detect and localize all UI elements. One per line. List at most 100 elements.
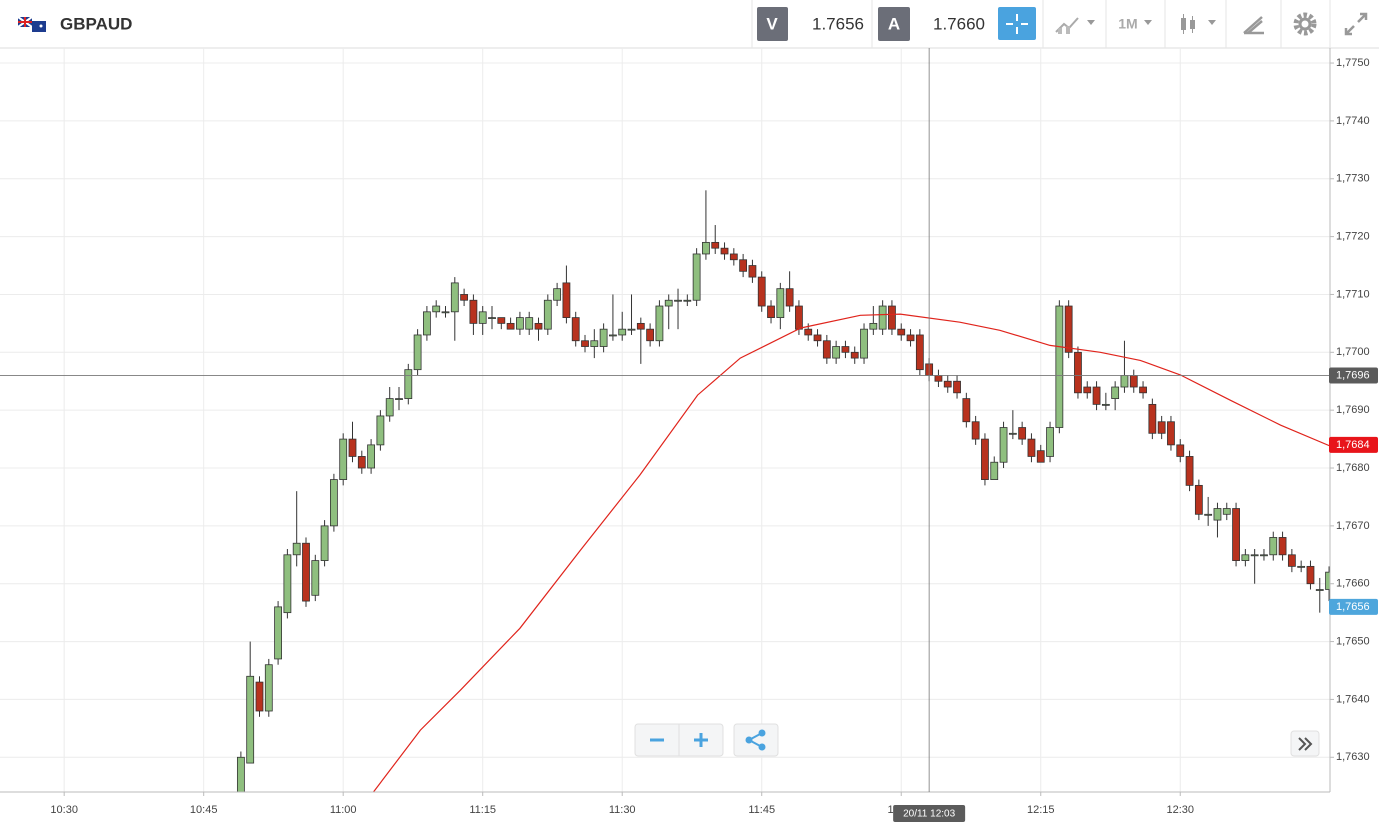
y-tick-label: 1,7740 xyxy=(1336,115,1370,127)
settings-button[interactable] xyxy=(1293,12,1317,36)
grid xyxy=(0,48,1330,792)
candle-body xyxy=(1213,508,1222,521)
price-tag-label: 1,7684 xyxy=(1336,439,1370,451)
x-tick-label: 11:00 xyxy=(330,804,357,816)
ask-label: A xyxy=(888,14,900,33)
y-tick-label: 1,7750 xyxy=(1336,57,1370,69)
candle-body xyxy=(357,456,366,469)
candle-body xyxy=(450,282,459,313)
candle-body xyxy=(906,334,915,342)
candle-body xyxy=(878,305,887,330)
candle-body xyxy=(1222,508,1231,515)
price-tag xyxy=(1329,436,1378,453)
candle-body xyxy=(1129,375,1138,388)
candle-body xyxy=(702,241,710,255)
candle-body xyxy=(1064,305,1073,353)
candle-body xyxy=(441,311,450,314)
candle-body xyxy=(1269,537,1278,556)
candle-body xyxy=(376,415,385,446)
candle-body xyxy=(720,247,729,255)
flag xyxy=(17,16,46,32)
candle-body xyxy=(469,299,478,324)
candle-body xyxy=(646,328,655,342)
indicator-button[interactable] xyxy=(1055,17,1095,34)
candle-body xyxy=(627,328,636,331)
y-tick-label: 1,7660 xyxy=(1336,578,1370,590)
crosshair-x-label: 20/11 12:03 xyxy=(903,809,956,820)
candle-body xyxy=(395,398,403,400)
expand-button[interactable] xyxy=(1344,12,1368,36)
candle-body xyxy=(1083,386,1092,394)
toolbar-bg xyxy=(0,0,1379,48)
candle-body xyxy=(776,288,785,318)
candle-body xyxy=(1111,386,1120,399)
bid-price[interactable]: 1.7656 xyxy=(812,14,864,33)
price-tag-label: 1,7696 xyxy=(1336,369,1370,381)
x-tick-label: 11:45 xyxy=(748,804,775,816)
candle-body xyxy=(246,675,255,764)
candle-body xyxy=(1194,484,1203,515)
candle-body xyxy=(562,282,571,318)
candle-body xyxy=(283,554,292,614)
zoom-in[interactable] xyxy=(694,733,708,747)
candle-body xyxy=(999,427,1008,463)
candle-body xyxy=(543,299,552,330)
candle-body xyxy=(329,479,338,527)
candle-body xyxy=(1055,305,1064,428)
candle-body xyxy=(664,299,673,307)
candle-body xyxy=(236,756,245,792)
candle-body xyxy=(1139,386,1147,394)
y-tick-label: 1,7700 xyxy=(1336,346,1370,358)
candle-body xyxy=(785,288,794,307)
candle-body xyxy=(292,542,301,556)
ask-price[interactable]: 1.7660 xyxy=(933,14,985,33)
candle-body xyxy=(1232,508,1240,561)
price-tag-label: 1,7656 xyxy=(1336,601,1370,613)
candle-body xyxy=(1185,456,1194,486)
chart-type-button[interactable] xyxy=(1181,14,1216,34)
candle-body xyxy=(460,294,469,301)
candle-body xyxy=(1241,554,1250,561)
bid-badge xyxy=(757,7,788,41)
candle-body xyxy=(516,317,524,330)
candle-body xyxy=(609,334,617,337)
candle-body xyxy=(636,322,645,330)
y-tick-label: 1,7670 xyxy=(1336,520,1370,532)
candle-body xyxy=(822,340,831,359)
share-button[interactable] xyxy=(733,723,779,757)
draw-button[interactable] xyxy=(1243,16,1264,35)
candle-body xyxy=(1287,554,1296,567)
timeframe[interactable]: 1M xyxy=(1118,16,1137,32)
symbol: GBPAUD xyxy=(60,14,132,33)
candle-body xyxy=(1046,427,1054,457)
crosshair-button[interactable] xyxy=(998,7,1036,40)
candle-body xyxy=(683,299,692,302)
candle-body xyxy=(1278,537,1287,556)
x-tick-label: 12:30 xyxy=(1166,804,1194,816)
candle-body xyxy=(897,328,906,336)
candle-body xyxy=(757,276,766,307)
candle-body xyxy=(888,305,896,330)
candle-body xyxy=(618,328,627,336)
candle-body xyxy=(981,438,989,480)
candle-body xyxy=(1306,565,1315,585)
x-tick-label: 10:30 xyxy=(50,804,78,816)
candle-body xyxy=(729,253,738,261)
y-tick-label: 1,7650 xyxy=(1336,635,1370,647)
candle-body xyxy=(478,311,487,324)
crosshair-x-tag xyxy=(893,805,966,822)
candle-body xyxy=(534,322,543,330)
candle-body xyxy=(832,346,841,359)
candle-body xyxy=(581,340,589,347)
y-tick-label: 1,7690 xyxy=(1336,404,1370,416)
y-tick-label: 1,7640 xyxy=(1336,693,1370,705)
y-tick-label: 1,7720 xyxy=(1336,231,1370,243)
candle-body xyxy=(1315,589,1324,591)
candle-body xyxy=(739,259,748,272)
candle-body xyxy=(506,322,515,330)
x-tick-label: 11:15 xyxy=(469,804,496,816)
candle-body xyxy=(692,253,701,301)
